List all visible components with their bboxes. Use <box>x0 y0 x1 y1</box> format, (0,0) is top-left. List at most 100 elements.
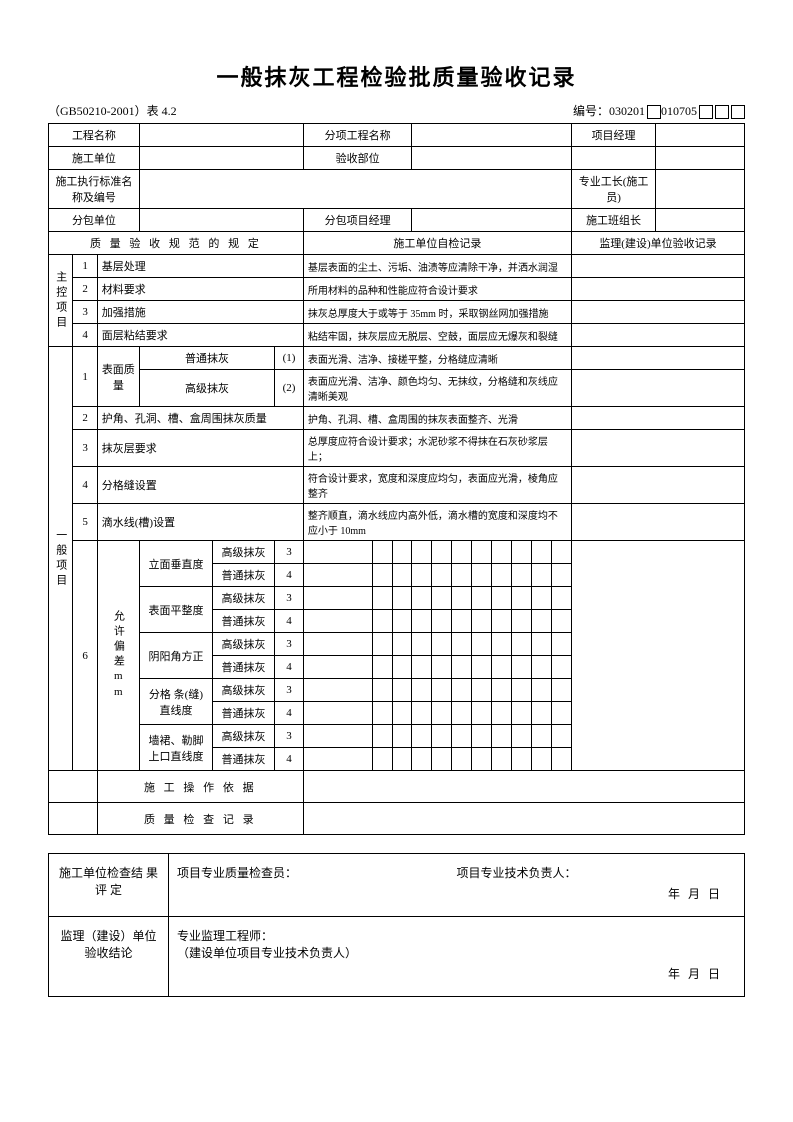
field-accept-unit[interactable] <box>412 147 572 170</box>
tol-cell[interactable] <box>492 541 512 564</box>
tol-cell[interactable] <box>532 564 552 587</box>
tol-cell[interactable] <box>512 656 532 679</box>
tol-cell[interactable] <box>392 564 412 587</box>
tol-cell[interactable] <box>412 748 432 771</box>
tol-cell[interactable] <box>432 610 452 633</box>
tol-cell[interactable] <box>552 702 572 725</box>
field-proj-name[interactable] <box>139 124 303 147</box>
tol-cell[interactable] <box>512 702 532 725</box>
tol-cell[interactable] <box>472 610 492 633</box>
tol-cell[interactable] <box>512 748 532 771</box>
tol-cell[interactable] <box>432 633 452 656</box>
tol-cell[interactable] <box>392 587 412 610</box>
tol-cell[interactable] <box>492 564 512 587</box>
tol-cell[interactable] <box>392 656 412 679</box>
tol-cell[interactable] <box>432 564 452 587</box>
field-subitem[interactable] <box>412 124 572 147</box>
tol-cell[interactable] <box>492 725 512 748</box>
tol-cell[interactable] <box>452 679 472 702</box>
tol-cell[interactable] <box>412 725 432 748</box>
tol-cell[interactable] <box>452 587 472 610</box>
tol-cell[interactable] <box>303 541 372 564</box>
tol-cell[interactable] <box>372 702 392 725</box>
tol-cell[interactable] <box>512 633 532 656</box>
tol-cell[interactable] <box>432 702 452 725</box>
tol-cell[interactable] <box>552 679 572 702</box>
tol-cell[interactable] <box>372 656 392 679</box>
g-sup[interactable] <box>571 347 744 370</box>
g-sup[interactable] <box>571 430 744 467</box>
tol-cell[interactable] <box>552 587 572 610</box>
tol-cell[interactable] <box>303 633 372 656</box>
tol-cell[interactable] <box>392 702 412 725</box>
tol-cell[interactable] <box>552 656 572 679</box>
field-exec-std[interactable] <box>139 170 571 209</box>
tol-cell[interactable] <box>472 656 492 679</box>
mc-sup[interactable] <box>571 301 744 324</box>
tol-cell[interactable] <box>303 587 372 610</box>
g-sup[interactable] <box>571 467 744 504</box>
tol-cell[interactable] <box>552 633 572 656</box>
tol-cell[interactable] <box>552 725 572 748</box>
tol-cell[interactable] <box>303 610 372 633</box>
tol-cell[interactable] <box>532 679 552 702</box>
tol-cell[interactable] <box>492 656 512 679</box>
tol-cell[interactable] <box>512 679 532 702</box>
tol-cell[interactable] <box>452 702 472 725</box>
tol-cell[interactable] <box>372 587 392 610</box>
tol-cell[interactable] <box>392 679 412 702</box>
tol-cell[interactable] <box>532 610 552 633</box>
field-sub-unit[interactable] <box>139 209 303 232</box>
g-sup[interactable] <box>571 407 744 430</box>
mc-sup[interactable] <box>571 278 744 301</box>
tol-cell[interactable] <box>472 679 492 702</box>
tol-cell[interactable] <box>492 587 512 610</box>
field-op-basis[interactable] <box>303 771 744 803</box>
tol-cell[interactable] <box>392 725 412 748</box>
tol-cell[interactable] <box>412 633 432 656</box>
tol-cell[interactable] <box>552 541 572 564</box>
tol-cell[interactable] <box>452 564 472 587</box>
tol-cell[interactable] <box>432 748 452 771</box>
tol-cell[interactable] <box>472 564 492 587</box>
tol-cell[interactable] <box>532 656 552 679</box>
tol-cell[interactable] <box>492 633 512 656</box>
tol-cell[interactable] <box>492 610 512 633</box>
tol-cell[interactable] <box>492 702 512 725</box>
tol-cell[interactable] <box>532 748 552 771</box>
tol-cell[interactable] <box>412 679 432 702</box>
tol-cell[interactable] <box>372 541 392 564</box>
field-sub-mgr[interactable] <box>412 209 572 232</box>
tol-cell[interactable] <box>532 587 552 610</box>
mc-sup[interactable] <box>571 255 744 278</box>
tol-cell[interactable] <box>432 679 452 702</box>
tol-cell[interactable] <box>472 702 492 725</box>
tol-cell[interactable] <box>412 541 432 564</box>
tol-cell[interactable] <box>512 587 532 610</box>
tol-cell[interactable] <box>432 587 452 610</box>
tol-cell[interactable] <box>452 725 472 748</box>
tol-cell[interactable] <box>472 587 492 610</box>
tol-cell[interactable] <box>452 610 472 633</box>
field-proj-mgr[interactable] <box>656 124 745 147</box>
tol-cell[interactable] <box>532 633 552 656</box>
tol-cell[interactable] <box>452 633 472 656</box>
tol-cell[interactable] <box>532 702 552 725</box>
tol-cell[interactable] <box>512 564 532 587</box>
tol-cell[interactable] <box>372 748 392 771</box>
tol-cell[interactable] <box>392 748 412 771</box>
tol-cell[interactable] <box>452 748 472 771</box>
tol-cell[interactable] <box>392 541 412 564</box>
tol-cell[interactable] <box>512 725 532 748</box>
tol-cell[interactable] <box>552 748 572 771</box>
g-sup[interactable] <box>571 504 744 541</box>
tol-cell[interactable] <box>492 748 512 771</box>
tol-cell[interactable] <box>412 587 432 610</box>
field-qc-record[interactable] <box>303 803 744 835</box>
tol-cell[interactable] <box>303 656 372 679</box>
tol-cell[interactable] <box>532 725 552 748</box>
tol-cell[interactable] <box>472 541 492 564</box>
tol-cell[interactable] <box>512 541 532 564</box>
tol-cell[interactable] <box>372 725 392 748</box>
tol-cell[interactable] <box>432 541 452 564</box>
